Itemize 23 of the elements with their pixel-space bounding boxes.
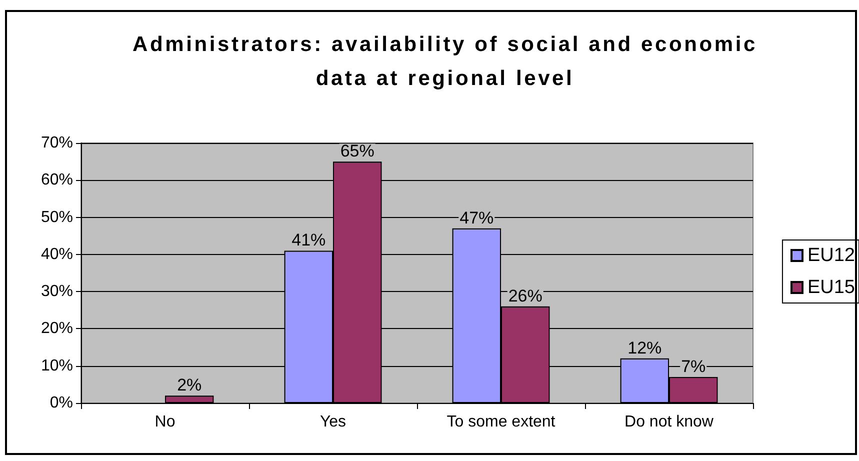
y-tick-label: 60% [40, 172, 73, 189]
y-tick-label: 40% [40, 246, 73, 263]
y-tick-label: 30% [40, 283, 73, 300]
y-tick-label: 20% [40, 320, 73, 338]
y-tick-label: 0% [50, 394, 73, 412]
y-tick-label: 70% [40, 134, 73, 152]
data-label: 26% [508, 286, 542, 306]
bar [165, 396, 214, 403]
y-tick-label: 10% [40, 357, 73, 374]
legend-label: EU15 [807, 277, 856, 298]
x-tick-label: Do not know [624, 414, 714, 430]
y-tick-label: 50% [40, 208, 73, 226]
x-tick-label: Yes [320, 414, 346, 430]
data-label: 47% [460, 208, 494, 228]
data-label: 65% [340, 142, 374, 161]
chart-title: Administrators: availability of social and economic data at regional level [132, 32, 758, 92]
data-label: 2% [177, 376, 202, 395]
data-label: 41% [292, 230, 326, 250]
data-label: 7% [681, 357, 706, 376]
x-tick-label: No [154, 414, 176, 430]
data-label: 12% [628, 338, 662, 358]
legend-label: EU12 [807, 245, 856, 266]
x-tick-label: To some extent [446, 414, 556, 430]
